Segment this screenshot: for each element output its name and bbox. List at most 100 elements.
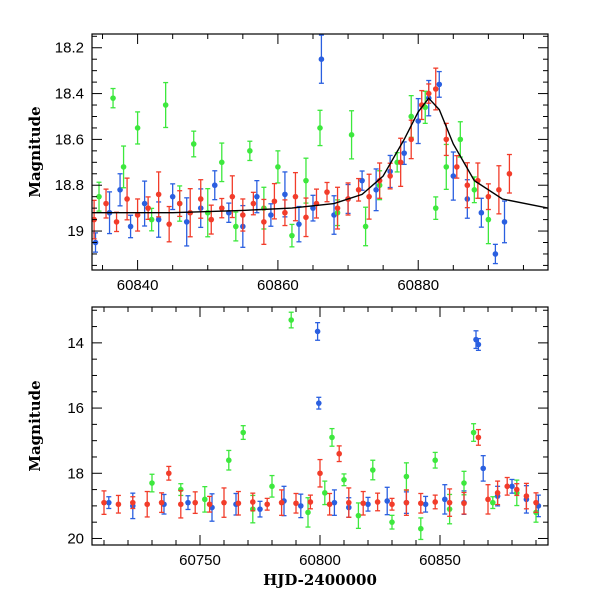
- y-tick-label: 19: [67, 223, 84, 240]
- data-point: [432, 499, 439, 505]
- data-point: [113, 219, 120, 225]
- data-point: [314, 328, 321, 335]
- data-point: [197, 196, 204, 202]
- y-tick-label: 18.8: [55, 177, 84, 194]
- data-point: [432, 86, 439, 92]
- data-point: [254, 193, 260, 200]
- data-point: [480, 465, 487, 472]
- data-point: [346, 499, 352, 506]
- data-point: [288, 317, 295, 323]
- data-point: [475, 434, 482, 441]
- data-point: [403, 499, 410, 506]
- data-point: [218, 205, 225, 211]
- data-point: [233, 223, 239, 230]
- data-point: [533, 499, 539, 506]
- data-point: [461, 480, 467, 486]
- data-point: [257, 506, 263, 512]
- data-point: [485, 193, 492, 200]
- data-point: [374, 499, 381, 505]
- data-point: [292, 193, 299, 200]
- data-point: [389, 501, 395, 508]
- data-point: [134, 125, 141, 131]
- data-point: [322, 490, 328, 496]
- data-point: [103, 200, 109, 207]
- data-point: [240, 212, 246, 218]
- data-point: [334, 205, 341, 211]
- data-point: [336, 450, 343, 457]
- data-point: [155, 216, 162, 223]
- data-point: [110, 95, 116, 101]
- data-point: [384, 498, 391, 504]
- data-point: [514, 486, 520, 493]
- series-2: [92, 67, 513, 245]
- data-point: [264, 501, 271, 508]
- data-point: [226, 457, 232, 464]
- data-point: [134, 212, 141, 218]
- data-point: [145, 205, 151, 211]
- data-point: [408, 113, 415, 120]
- data-point: [523, 493, 530, 499]
- data-point: [317, 470, 323, 477]
- data-point: [432, 457, 439, 464]
- x-tick-label: 60800: [299, 552, 341, 569]
- data-point: [303, 177, 309, 184]
- data-point: [190, 141, 197, 147]
- data-point: [365, 501, 371, 508]
- data-point: [218, 159, 225, 166]
- data-point: [442, 496, 448, 503]
- model-curve: [92, 97, 548, 214]
- data-point: [443, 164, 450, 170]
- y-tick-label: 14: [67, 335, 84, 352]
- data-point: [370, 467, 376, 473]
- panel-bottom: 60750 60800 60850 14 16 18 20 Magnitude HJD-2400…: [26, 306, 549, 589]
- data-point: [293, 500, 299, 507]
- data-point: [250, 499, 256, 505]
- data-point: [494, 490, 501, 496]
- data-point: [202, 496, 208, 503]
- data-point: [360, 500, 367, 507]
- data-point: [326, 501, 333, 508]
- y-axis-title: Magnitude: [26, 106, 44, 197]
- data-point: [355, 187, 362, 193]
- data-point: [446, 499, 453, 506]
- data-point: [169, 193, 176, 200]
- data-point: [450, 173, 457, 179]
- x-tick-label: 60750: [179, 552, 221, 569]
- data-point: [240, 429, 246, 436]
- data-point: [403, 473, 410, 480]
- data-point: [492, 251, 499, 257]
- data-point: [296, 221, 302, 227]
- data-point: [96, 193, 102, 200]
- y-tick-label: 18.6: [55, 131, 84, 148]
- data-point: [496, 187, 502, 193]
- data-point: [275, 164, 281, 170]
- data-point: [355, 512, 362, 519]
- y-tick-label: 18.4: [55, 86, 84, 103]
- data-point: [144, 501, 150, 508]
- data-point: [149, 480, 155, 486]
- y-tick-label: 18.2: [55, 40, 84, 57]
- data-point: [130, 499, 136, 506]
- data-point: [185, 499, 191, 506]
- data-point: [269, 483, 275, 490]
- data-point: [376, 177, 383, 184]
- data-point: [425, 90, 432, 97]
- data-point: [471, 187, 478, 193]
- data-point: [490, 499, 496, 506]
- plot-area: [92, 34, 548, 265]
- x-tick-label: 60840: [117, 277, 159, 294]
- data-point: [101, 499, 107, 506]
- data-point: [106, 499, 112, 506]
- x-tick-label: 60850: [419, 552, 461, 569]
- data-point: [348, 132, 355, 138]
- data-point: [117, 187, 123, 193]
- data-point: [362, 223, 369, 230]
- data-point: [422, 501, 429, 508]
- data-point: [166, 470, 172, 477]
- plot-area: [101, 311, 542, 541]
- data-point: [178, 501, 184, 508]
- data-point: [485, 496, 491, 503]
- data-point: [204, 209, 211, 216]
- data-point: [478, 209, 485, 216]
